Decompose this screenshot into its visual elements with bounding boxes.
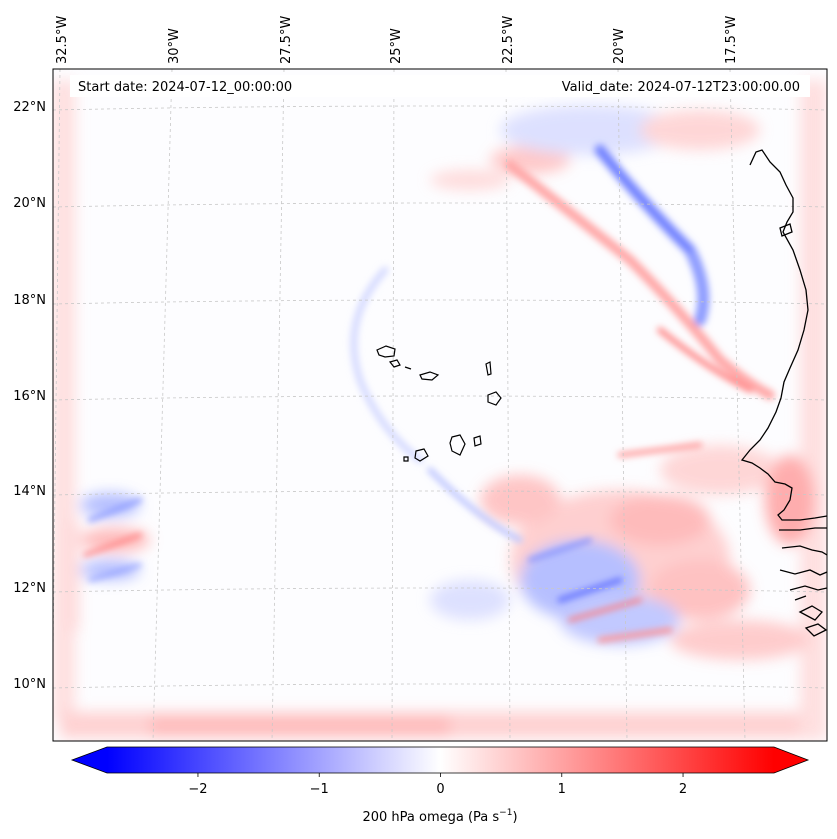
colorbar: −2 −1 0 1 2 200 hPa omega (Pa s−1) [70,746,810,825]
colorbar-tick-label: 2 [679,782,687,797]
colorbar-extend-max [774,747,808,773]
colorbar-label: 200 hPa omega (Pa s−1) [362,808,517,825]
lon-label: 22.5°W [501,16,516,64]
omega-field [53,80,827,740]
valid-date-label: Valid_date: 2024-07-12T23:00:00.00 [562,80,800,95]
start-date-label: Start date: 2024-07-12_00:00:00 [78,80,292,95]
colorbar-extend-min [72,747,107,773]
lon-label: 32.5°W [55,16,70,64]
cape-verde-islands [376,345,502,462]
longitude-labels: 32.5°W 30°W 27.5°W 25°W 22.5°W 20°W 17.5… [55,16,739,64]
lat-label: 16°N [13,389,46,404]
lat-label: 10°N [13,677,46,692]
header-band [70,75,810,97]
latitude-labels: 22°N 20°N 18°N 16°N 14°N 12°N 10°N [13,100,46,692]
map-panel: Start date: 2024-07-12_00:00:00 Valid_da… [53,69,827,741]
colorbar-tick-label: 0 [436,782,444,797]
lon-label: 20°W [612,28,627,64]
map-frame [52,68,828,742]
lat-label: 20°N [13,196,46,211]
lat-label: 12°N [13,581,46,596]
colorbar-ticks: −2 −1 0 1 2 [188,773,687,797]
lon-label: 30°W [167,28,182,64]
lon-label: 27.5°W [279,16,294,64]
colorbar-tick-label: −1 [310,782,329,797]
coastline [740,149,827,637]
colorbar-tick-label: 1 [558,782,566,797]
lat-label: 14°N [13,484,46,499]
lat-label: 18°N [13,293,46,308]
lon-label: 25°W [389,28,404,64]
colorbar-outline [70,746,810,774]
colorbar-gradient [107,747,774,773]
colorbar-tick-label: −2 [188,782,207,797]
lat-label: 22°N [13,100,46,115]
lon-label: 17.5°W [724,16,739,64]
